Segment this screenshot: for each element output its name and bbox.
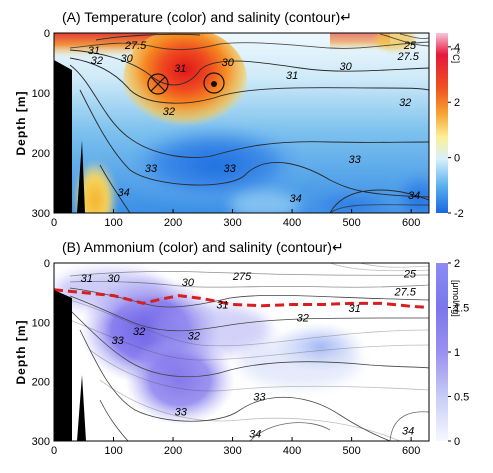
contour-label: 30 — [222, 57, 235, 69]
panel-b-ammonium-field — [54, 263, 429, 441]
x-tick-label: 100 — [104, 445, 122, 457]
colorbar-tick-label: 0 — [454, 153, 460, 165]
y-tick-label: 0 — [44, 28, 50, 40]
contour-label: 33 — [145, 163, 158, 175]
colorbar-tick-label: 2 — [454, 97, 460, 109]
panel-a-into-page-marker — [147, 73, 169, 95]
contour-label: 32 — [133, 326, 145, 338]
contour-label: 32 — [188, 330, 200, 342]
x-tick-label: 0 — [51, 217, 57, 229]
y-tick-label: 100 — [32, 317, 50, 329]
contour-label: 25 — [403, 40, 417, 52]
colorbar-tick-label: 0.5 — [454, 392, 469, 404]
contour-label: 27.5 — [396, 51, 419, 63]
x-tick-label: 100 — [104, 217, 122, 229]
colorbar-tick-label: 0 — [454, 436, 460, 448]
panel-a-salinity-contours — [69, 33, 429, 213]
panel-a-temperature-field — [54, 33, 429, 213]
colorbar-tick-label: 1.5 — [454, 303, 469, 315]
panel-a-frame — [53, 32, 430, 214]
contour-label: 33 — [348, 154, 361, 166]
panel-b-y-axis-label: Depth [m] — [14, 320, 28, 385]
y-tick-label: 300 — [32, 208, 50, 220]
colorbar-tick-label: 1 — [454, 347, 460, 359]
panel-a-axes: 0 100 200 300 400 500 600 0 100 200 300 — [32, 28, 421, 229]
panel-a-colorbar-unit: [°C] — [451, 48, 461, 63]
contour-label: 32 — [163, 106, 175, 118]
y-tick-label: 200 — [32, 148, 50, 160]
x-tick-label: 500 — [342, 217, 360, 229]
colorbar-tick-label: 4 — [454, 42, 460, 54]
colorbar-tick-label: -2 — [454, 208, 464, 220]
panel-b-title: (B) Ammonium (color) and salinity (conto… — [62, 239, 344, 255]
contour-label: 31 — [286, 70, 298, 82]
colorbar-tick-label: 2 — [454, 258, 460, 270]
panel-a-seamount — [77, 140, 85, 213]
contour-label: 275 — [232, 271, 252, 283]
panel-b-seamount — [77, 375, 86, 441]
contour-label: 27.5 — [124, 40, 147, 52]
x-tick-label: 400 — [283, 217, 301, 229]
panel-b-colorbar-unit: [μmol/kg] — [451, 280, 461, 317]
panel-a-y-axis-label: Depth [m] — [14, 91, 28, 156]
panel-b-dashed-line — [54, 288, 429, 309]
contour-label: 32 — [91, 55, 103, 67]
contour-label: 33 — [112, 335, 125, 347]
contour-label: 34 — [118, 187, 130, 199]
x-tick-label: 300 — [223, 445, 241, 457]
contour-label: 33 — [175, 406, 188, 418]
panel-b-colorbar: [μmol/kg] 2 1.5 1 0.5 0 — [436, 258, 469, 448]
contour-label: 34 — [408, 190, 420, 202]
panel-a-title: (A) Temperature (color) and salinity (co… — [62, 9, 352, 25]
contour-label: 31 — [348, 303, 360, 315]
contour-label: 33 — [223, 163, 236, 175]
x-tick-label: 600 — [402, 445, 420, 457]
contour-label: 31 — [216, 300, 228, 312]
contour-label: 34 — [249, 428, 261, 440]
x-tick-label: 300 — [223, 217, 241, 229]
x-tick-label: 0 — [51, 445, 57, 457]
contour-label: 32 — [399, 97, 411, 109]
contour-label: 31 — [81, 273, 93, 285]
panel-a: (A) Temperature (color) and salinity (co… — [14, 9, 464, 229]
panel-b-frame — [53, 262, 430, 442]
panel-b-contour-labels: 31 30 30 275 25 27.5 31 31 32 32 32 33 33 33 34 34 — [81, 269, 417, 441]
contour-label: 31 — [174, 63, 186, 75]
contour-label: 33 — [253, 392, 266, 404]
x-tick-label: 200 — [164, 445, 182, 457]
contour-label: 34 — [290, 193, 302, 205]
contour-label: 32 — [297, 313, 309, 325]
panel-b-axes: 0 100 200 300 400 500 600 0 100 200 300 — [32, 258, 421, 457]
y-tick-label: 300 — [32, 436, 50, 448]
contour-label: 30 — [107, 273, 120, 285]
contour-label: 34 — [402, 425, 414, 437]
x-tick-label: 200 — [164, 217, 182, 229]
contour-label: 27.5 — [393, 286, 416, 298]
contour-label: 31 — [88, 45, 100, 57]
y-tick-label: 200 — [32, 377, 50, 389]
contour-label: 30 — [340, 61, 353, 73]
contour-label: 25 — [403, 269, 417, 281]
contour-label: 30 — [182, 277, 195, 289]
panel-a-out-of-page-marker — [203, 72, 225, 94]
y-tick-label: 0 — [44, 258, 50, 270]
panel-b-shelf-topography — [54, 290, 72, 441]
panel-a-shelf-topography — [54, 60, 72, 213]
contour-label: 30 — [120, 53, 133, 65]
panel-b-salinity-contours — [69, 263, 429, 441]
x-tick-label: 400 — [283, 445, 301, 457]
x-tick-label: 600 — [402, 217, 420, 229]
panel-b: (B) Ammonium (color) and salinity (conto… — [14, 239, 469, 457]
x-tick-label: 500 — [342, 445, 360, 457]
panel-a-colorbar: [°C] 4 2 0 -2 — [436, 33, 464, 220]
y-tick-label: 100 — [32, 88, 50, 100]
